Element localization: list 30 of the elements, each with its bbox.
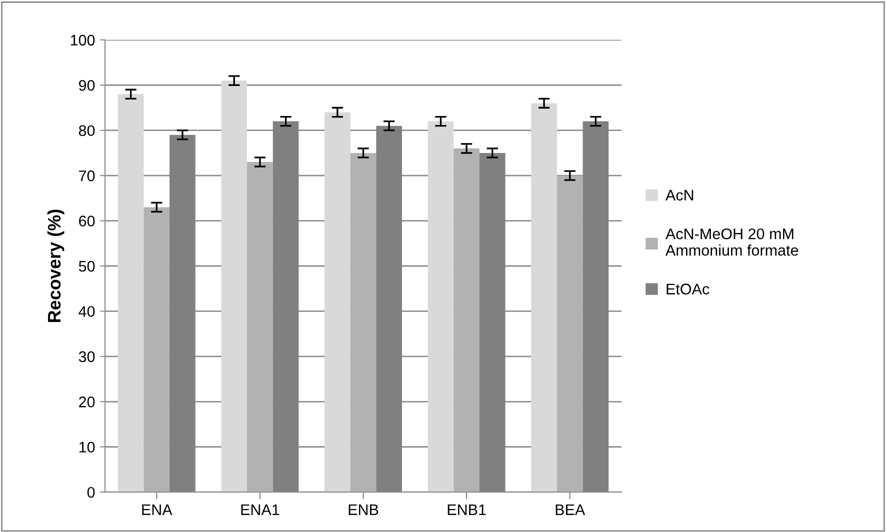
bar — [221, 80, 248, 492]
bar — [454, 148, 480, 492]
bar — [118, 94, 144, 492]
x-tick-label: ENB — [348, 504, 378, 515]
x-tick-label: ENA — [142, 504, 172, 515]
bar — [144, 207, 170, 492]
bar — [350, 152, 376, 492]
y-tick-label: 40 — [78, 306, 95, 317]
x-tick-label: ENA1 — [241, 504, 280, 515]
legend-label: AcN — [666, 190, 694, 201]
bar — [556, 176, 583, 492]
y-tick-label: 20 — [79, 396, 95, 408]
y-tick-label: 100 — [70, 34, 95, 46]
y-tick-label: 70 — [79, 170, 95, 182]
bar — [428, 121, 454, 492]
bar — [531, 103, 557, 492]
x-tick-label: BEA — [556, 504, 586, 515]
y-tick-label: 50 — [78, 260, 95, 272]
legend-label: AcN-MeOH 20 mM Ammonium formate — [666, 228, 798, 256]
bar — [247, 162, 273, 492]
y-tick-label: 80 — [78, 125, 95, 136]
x-tick-label: ENB1 — [448, 504, 486, 515]
y-tick-label: 60 — [79, 216, 95, 226]
legend-label: EtOAc — [666, 284, 710, 294]
y-tick-label: 90 — [78, 80, 95, 91]
y-tick-label: 10 — [79, 442, 95, 453]
y-tick-label: 30 — [78, 351, 95, 362]
y-axis-title: Recovery (%) — [47, 210, 64, 322]
bar — [324, 112, 350, 492]
y-tick-label: 0 — [87, 486, 95, 498]
